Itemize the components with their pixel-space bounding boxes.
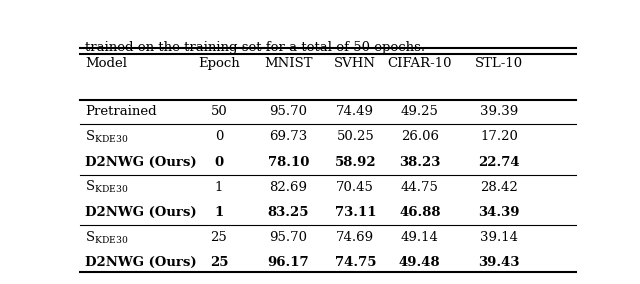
Text: 50.25: 50.25 (337, 130, 374, 143)
Text: 82.69: 82.69 (269, 181, 307, 194)
Text: 58.92: 58.92 (335, 156, 376, 168)
Text: MNIST: MNIST (264, 57, 312, 70)
Text: 38.23: 38.23 (399, 156, 440, 168)
Text: 49.25: 49.25 (401, 105, 438, 118)
Text: 17.20: 17.20 (480, 130, 518, 143)
Text: 49.48: 49.48 (399, 256, 440, 269)
Text: 28.42: 28.42 (480, 181, 518, 194)
Text: 39.39: 39.39 (480, 105, 518, 118)
Text: Model: Model (85, 57, 127, 70)
Text: D2NWG (Ours): D2NWG (Ours) (85, 156, 196, 168)
Text: 46.88: 46.88 (399, 206, 440, 219)
Text: 73.11: 73.11 (335, 206, 376, 219)
Text: 1: 1 (214, 181, 223, 194)
Text: 49.14: 49.14 (401, 231, 438, 244)
Text: CIFAR-10: CIFAR-10 (387, 57, 452, 70)
Text: 0: 0 (214, 156, 223, 168)
Text: 0: 0 (214, 130, 223, 143)
Text: 74.49: 74.49 (336, 105, 374, 118)
Text: Pretrained: Pretrained (85, 105, 157, 118)
Text: 34.39: 34.39 (478, 206, 520, 219)
Text: D2NWG (Ours): D2NWG (Ours) (85, 256, 196, 269)
Text: SVHN: SVHN (334, 57, 376, 70)
Text: 83.25: 83.25 (268, 206, 309, 219)
Text: 25: 25 (211, 231, 227, 244)
Text: STL-10: STL-10 (475, 57, 523, 70)
Text: 74.75: 74.75 (335, 256, 376, 269)
Text: 26.06: 26.06 (401, 130, 439, 143)
Text: 78.10: 78.10 (268, 156, 309, 168)
Text: 44.75: 44.75 (401, 181, 438, 194)
Text: 39.14: 39.14 (480, 231, 518, 244)
Text: 22.74: 22.74 (478, 156, 520, 168)
Text: 1: 1 (214, 206, 223, 219)
Text: 96.17: 96.17 (268, 256, 309, 269)
Text: 69.73: 69.73 (269, 130, 307, 143)
Text: S$_{\mathregular{KDE30}}$: S$_{\mathregular{KDE30}}$ (85, 229, 129, 245)
Text: 95.70: 95.70 (269, 231, 307, 244)
Text: 74.69: 74.69 (336, 231, 374, 244)
Text: 50: 50 (211, 105, 227, 118)
Text: D2NWG (Ours): D2NWG (Ours) (85, 206, 196, 219)
Text: 95.70: 95.70 (269, 105, 307, 118)
Text: Epoch: Epoch (198, 57, 240, 70)
Text: S$_{\mathregular{KDE30}}$: S$_{\mathregular{KDE30}}$ (85, 179, 129, 195)
Text: 39.43: 39.43 (478, 256, 520, 269)
Text: 25: 25 (210, 256, 228, 269)
Text: trained on the training set for a total of 50 epochs.: trained on the training set for a total … (85, 41, 425, 54)
Text: S$_{\mathregular{KDE30}}$: S$_{\mathregular{KDE30}}$ (85, 129, 129, 145)
Text: 70.45: 70.45 (337, 181, 374, 194)
